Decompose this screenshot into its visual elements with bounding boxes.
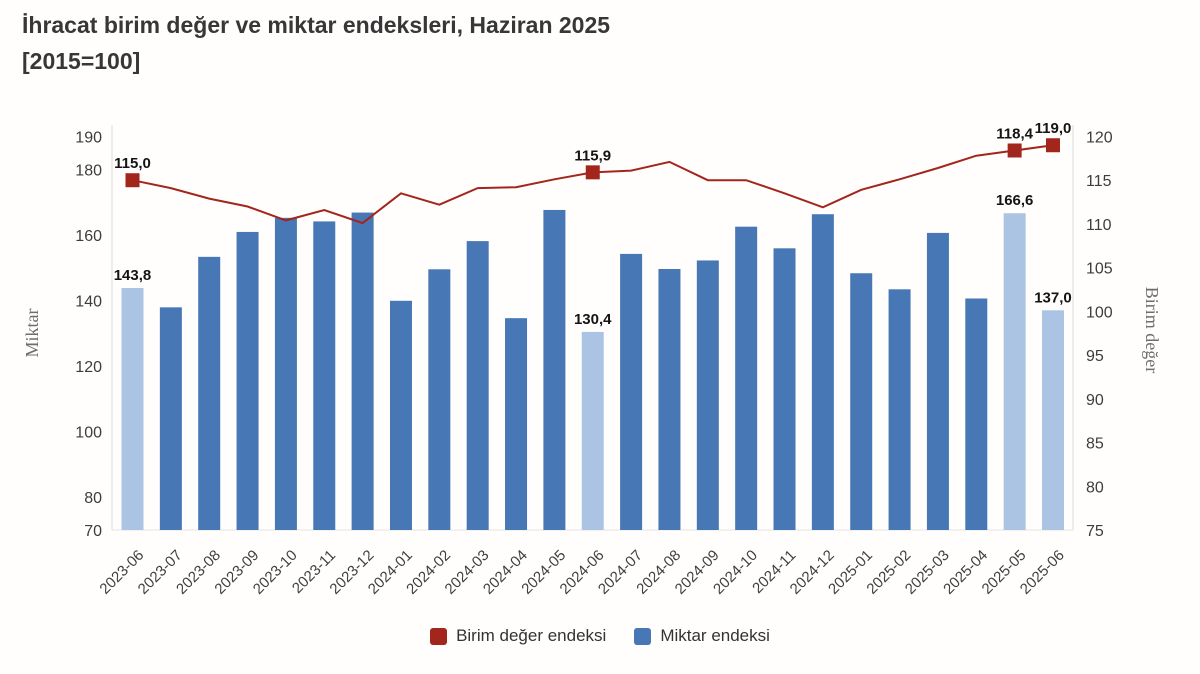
bar-label-2025-05: 166,6 (996, 192, 1034, 209)
left-axis-title: Miktar (22, 309, 42, 358)
bar-2024-05[interactable] (543, 209, 566, 530)
bar-2024-04[interactable] (505, 318, 528, 530)
left-axis-tick-label: 140 (75, 293, 102, 310)
legend-swatch-birim-deger-icon (430, 627, 448, 645)
line-label-2023-06: 115,0 (114, 155, 151, 172)
bar-2025-03[interactable] (926, 232, 949, 530)
legend-label-miktar: Miktar endeksi (660, 626, 770, 645)
bar-label-2024-06: 130,4 (574, 311, 612, 328)
bar-2023-08[interactable] (198, 256, 221, 530)
bar-2025-01[interactable] (850, 273, 873, 530)
left-axis-tick-label: 120 (75, 359, 102, 376)
chart-subtitle: [2015=100] (22, 47, 141, 74)
bar-2025-02[interactable] (888, 289, 911, 530)
bar-2025-06[interactable] (1041, 310, 1064, 530)
bar-2024-03[interactable] (466, 241, 489, 531)
left-axis-tick-label: 190 (75, 130, 102, 147)
legend-item-birim-deger[interactable]: Birim değer endeksi (430, 626, 606, 646)
bar-2023-09[interactable] (236, 231, 259, 530)
right-axis-tick-label: 100 (1086, 304, 1113, 321)
bar-2024-01[interactable] (389, 300, 412, 530)
left-axis-tick-label: 160 (75, 228, 102, 245)
bar-2024-06[interactable] (581, 331, 604, 530)
right-axis-tick-label: 115 (1086, 173, 1112, 190)
bar-2024-11[interactable] (773, 248, 796, 530)
chart-title: İhracat birim değer ve miktar endeksleri… (22, 12, 611, 38)
bar-2023-06[interactable] (121, 287, 144, 530)
left-axis-tick-label: 180 (75, 162, 102, 179)
right-axis-tick-label: 105 (1086, 261, 1113, 278)
right-axis-tick-label: 90 (1086, 392, 1104, 409)
legend-swatch-miktar-icon (634, 627, 652, 645)
bar-2023-10[interactable] (274, 217, 297, 530)
right-axis-tick-label: 85 (1086, 436, 1104, 453)
title-block: İhracat birim değer ve miktar endeksleri… (22, 8, 610, 78)
line-marker-2025-06[interactable] (1045, 138, 1060, 153)
bar-2025-05[interactable] (1003, 213, 1026, 531)
legend-label-birim-deger: Birim değer endeksi (456, 626, 607, 645)
legend-item-miktar[interactable]: Miktar endeksi (634, 626, 770, 646)
bar-2024-09[interactable] (696, 260, 719, 530)
right-axis-tick-label: 110 (1086, 217, 1112, 234)
bar-2025-04[interactable] (965, 298, 988, 530)
line-marker-2024-06[interactable] (585, 165, 600, 180)
left-axis-tick-label: 70 (84, 523, 102, 540)
bar-2023-07[interactable] (159, 307, 182, 530)
line-label-2025-06: 119,0 (1035, 120, 1072, 137)
line-marker-2023-06[interactable] (125, 173, 140, 188)
bar-2024-08[interactable] (658, 268, 681, 530)
bar-2023-11[interactable] (313, 221, 336, 530)
bar-2024-12[interactable] (811, 214, 834, 530)
bar-2024-02[interactable] (428, 269, 451, 530)
right-axis-tick-label: 80 (1086, 479, 1104, 496)
legend: Birim değer endeksi Miktar endeksi (0, 626, 1200, 646)
bar-2024-07[interactable] (620, 253, 643, 530)
right-axis-tick-label: 75 (1086, 523, 1104, 540)
left-axis-tick-label: 100 (75, 425, 102, 442)
bar-2024-10[interactable] (735, 226, 758, 531)
left-axis-tick-label: 80 (84, 490, 102, 507)
line-label-2025-05: 118,4 (996, 125, 1033, 142)
bar-label-2023-06: 143,8 (114, 267, 152, 284)
right-axis-title: Birim değer (1142, 287, 1162, 373)
line-label-2024-06: 115,9 (574, 147, 611, 164)
line-marker-2025-05[interactable] (1007, 143, 1022, 158)
bar-label-2025-06: 137,0 (1034, 289, 1072, 306)
bar-2023-12[interactable] (351, 212, 374, 530)
right-axis-tick-label: 95 (1086, 348, 1104, 365)
right-axis-tick-label: 120 (1086, 130, 1113, 147)
